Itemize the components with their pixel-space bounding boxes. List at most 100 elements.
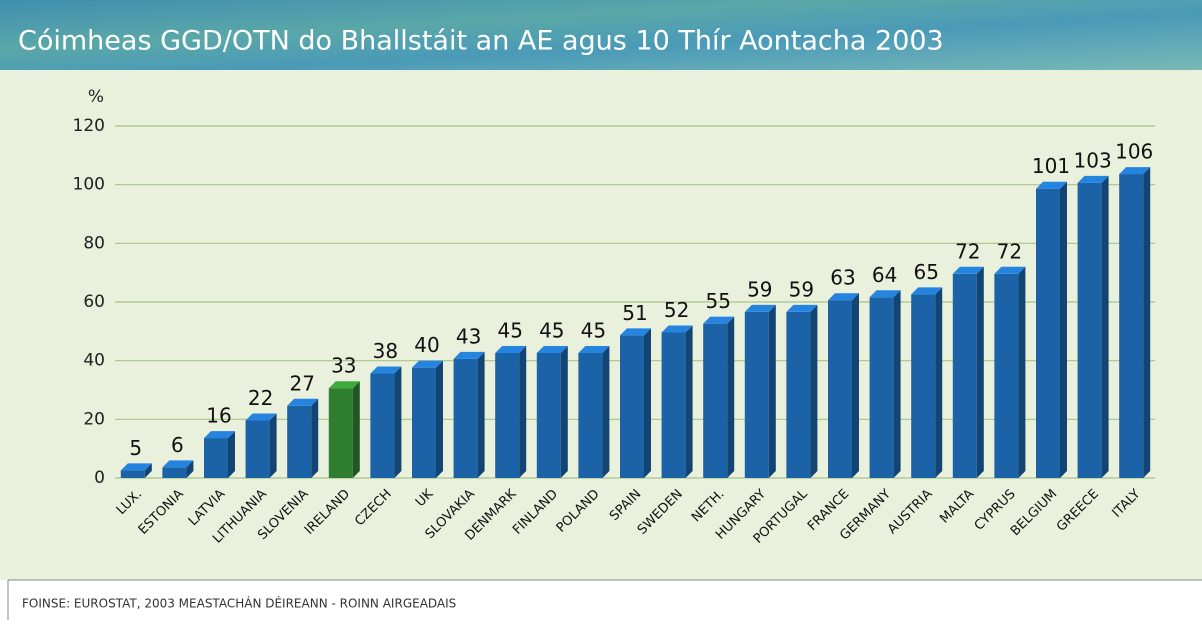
value-label: 101 [1032,154,1070,178]
value-label: 63 [830,266,855,290]
bar [162,467,187,478]
bar-top [120,463,152,471]
bar [703,323,728,478]
value-label: 72 [997,239,1022,263]
bar [453,358,478,478]
bar [911,294,936,478]
value-label: 38 [373,339,398,363]
value-label: 16 [206,404,231,428]
bar-side [1143,167,1151,479]
bar-top [703,316,735,324]
bar-top [620,328,651,336]
bar [994,273,1019,478]
bar [495,353,520,478]
y-tick-label: 0 [94,468,105,488]
bar [328,388,353,478]
bar-side [1060,181,1067,478]
bar-top [536,346,568,353]
bar [828,300,852,478]
bar-top [495,346,527,353]
value-label: 45 [539,319,564,343]
bar-side [644,328,651,478]
bar-side [519,346,527,478]
bar-top [412,360,443,368]
bar-side [852,293,859,478]
y-tick-label: 100 [73,175,105,195]
bar-top [162,460,194,468]
bar-side [976,266,984,478]
value-label: 43 [456,324,481,348]
bar-side [602,346,610,478]
value-label: 51 [622,301,647,325]
bar-top [1119,167,1151,175]
y-axis-label: % [88,87,104,107]
bar-side [228,431,235,478]
title-banner [0,0,1202,70]
bar-top [245,413,277,421]
bar-top [204,431,235,439]
bar-top [1077,175,1109,183]
bar [661,332,686,478]
bar [120,470,145,478]
bar-top [994,266,1026,274]
bar [620,335,644,478]
value-label: 5 [129,436,142,460]
bar-side [893,290,901,478]
bar-top [453,351,485,359]
bar [952,273,977,478]
bar-side [768,304,776,478]
bar [744,311,769,478]
bar-top [661,325,693,333]
bar-top [370,366,402,374]
bar [578,353,603,478]
bar-side [685,325,693,478]
y-tick-label: 60 [83,292,105,312]
bar-top [952,266,984,274]
y-tick-label: 20 [83,409,105,429]
bar-side [935,287,943,478]
value-label: 6 [171,433,184,457]
value-label: 45 [581,319,606,343]
value-label: 45 [497,319,522,343]
bar-top [1036,181,1067,189]
bar [204,438,228,478]
bar-side [477,351,485,478]
bar [536,353,561,478]
bar-side [186,460,194,478]
y-tick-label: 40 [83,351,105,371]
bar-top [287,398,319,406]
bar [412,367,436,478]
value-label: 59 [789,277,814,301]
bar-top [828,293,859,301]
value-label: 59 [747,277,772,301]
bar-side [1101,175,1109,478]
bar [786,311,811,478]
value-label: 55 [705,289,730,313]
bar-side [352,381,360,478]
y-tick-label: 80 [83,233,105,253]
bar-top [869,290,901,298]
bar [1077,182,1102,478]
y-tick-label: 120 [73,116,105,136]
bar-top [328,381,360,389]
bar [287,405,312,478]
bar-side [727,316,735,478]
bar [370,373,395,478]
source-note: FOINSE: EUROSTAT, 2003 MEASTACHÁN DÉIREA… [22,596,456,611]
value-label: 106 [1115,140,1153,164]
bar-top [578,346,610,353]
bar-side [144,463,152,478]
chart-title: Cóimheas GGD/OTN do Bhallstáit an AE agu… [18,26,944,57]
bar-top [744,304,776,312]
value-label: 72 [955,239,980,263]
value-label: 33 [331,354,356,378]
bar [1119,174,1144,479]
value-label: 103 [1074,148,1112,172]
bar [245,420,270,478]
bar-side [269,413,277,478]
bar [1036,188,1060,478]
bar-top [786,304,818,312]
bar-top [911,287,943,295]
bar-side [810,304,818,478]
